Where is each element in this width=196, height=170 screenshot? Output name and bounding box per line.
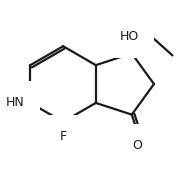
Text: HO: HO xyxy=(120,30,140,43)
Text: F: F xyxy=(60,130,67,143)
Text: HN: HN xyxy=(6,96,24,109)
Text: O: O xyxy=(132,139,142,152)
